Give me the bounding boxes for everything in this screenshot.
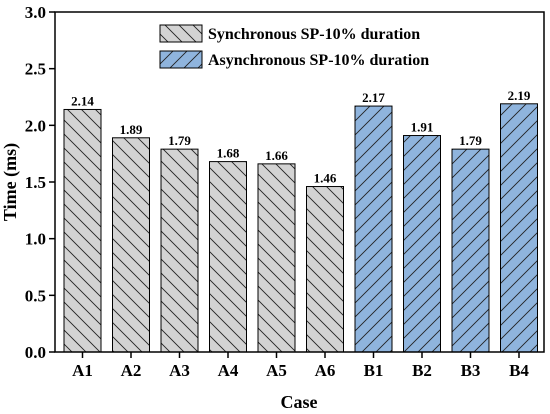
y-tick-label: 1.0 [25, 230, 46, 249]
value-labels-layer: 2.14 1.89 1.79 1.68 1.66 1.46 2.17 1.91 1.79 2.19 [71, 88, 531, 186]
bar-a6 [306, 186, 344, 353]
bar-b4 [500, 103, 538, 353]
y-tick-label: 2.5 [25, 60, 46, 79]
bar-a5 [257, 163, 296, 353]
value-label-a5: 1.66 [265, 148, 288, 163]
value-label-a6: 1.46 [314, 171, 337, 186]
x-tick-label-b2: B2 [412, 361, 432, 380]
legend-swatch-synchronous [159, 24, 203, 43]
x-tick-label-b1: B1 [364, 361, 384, 380]
bars-layer [63, 103, 538, 353]
y-tick-label: 2.0 [25, 116, 46, 135]
x-tick-label-a1: A1 [72, 361, 93, 380]
x-tick-label-a5: A5 [266, 361, 287, 380]
value-label-a1: 2.14 [71, 93, 94, 108]
bar-a1 [63, 108, 102, 353]
x-tick-label-a4: A4 [218, 361, 239, 380]
legend-label-asynchronous: Asynchronous SP-10% duration [208, 52, 429, 69]
x-axis: A1 A2 A3 A4 A5 A6 B1 B2 B3 B4 [72, 352, 529, 380]
legend-label-synchronous: Synchronous SP-10% duration [208, 26, 420, 43]
x-tick-label-a6: A6 [315, 361, 336, 380]
value-label-a3: 1.79 [168, 133, 191, 148]
bar-b3 [451, 148, 490, 353]
value-label-a2: 1.89 [120, 122, 143, 137]
y-axis-title: Time (ms) [0, 143, 21, 221]
bar-a2 [112, 137, 150, 353]
y-axis: 0.0 0.5 1.0 1.5 2.0 2.5 3.0 [25, 3, 55, 362]
x-tick-label-b4: B4 [509, 361, 529, 380]
y-tick-label: 1.5 [25, 173, 46, 192]
value-label-a4: 1.68 [217, 146, 240, 161]
value-label-b2: 1.91 [411, 120, 434, 135]
bar-b2 [403, 135, 441, 353]
x-axis-title: Case [281, 392, 318, 412]
x-tick-label-a3: A3 [169, 361, 190, 380]
value-label-b4: 2.19 [508, 88, 531, 103]
x-tick-label-b3: B3 [461, 361, 481, 380]
y-tick-label: 3.0 [25, 3, 46, 22]
value-label-b1: 2.17 [362, 90, 385, 105]
x-tick-label-a2: A2 [121, 361, 142, 380]
legend-item-asynchronous: Asynchronous SP-10% duration [159, 50, 429, 69]
legend-swatch-asynchronous [159, 50, 203, 69]
bar-b1 [354, 105, 393, 353]
y-tick-label: 0.0 [25, 343, 46, 362]
legend: Synchronous SP-10% duration Asynchronous… [159, 24, 429, 69]
y-tick-label: 0.5 [25, 286, 46, 305]
value-label-b3: 1.79 [459, 133, 482, 148]
bar-a4 [209, 161, 247, 353]
legend-item-synchronous: Synchronous SP-10% duration [159, 24, 420, 43]
bar-a3 [160, 148, 199, 353]
